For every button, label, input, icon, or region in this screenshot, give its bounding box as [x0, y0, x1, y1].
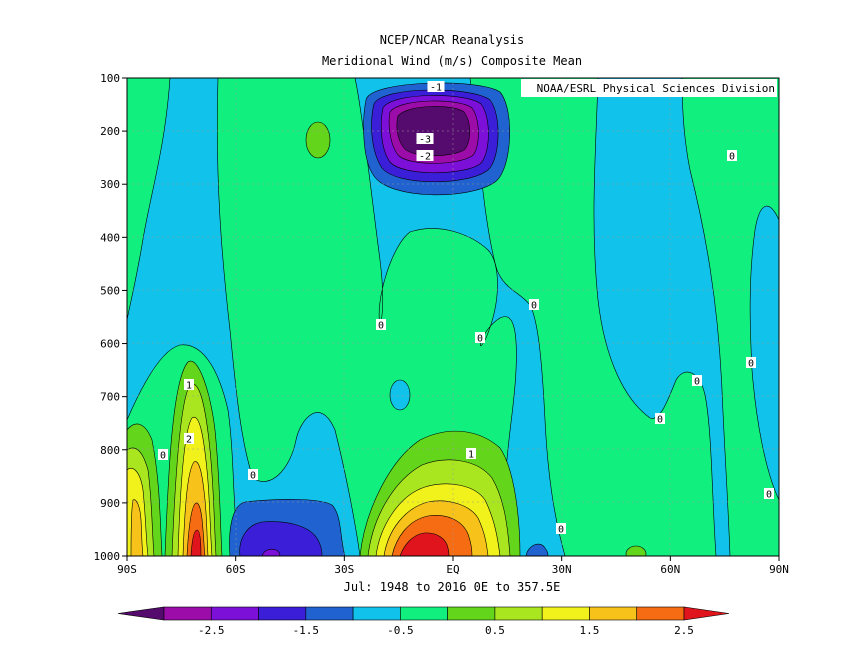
colorbar-label: 1.5	[580, 624, 600, 637]
svg-text:2: 2	[186, 435, 192, 446]
x-tick-label: 60N	[660, 563, 680, 576]
colorbar-label: 0.5	[485, 624, 505, 637]
svg-text:0: 0	[748, 359, 754, 370]
y-tick-label: 800	[100, 444, 120, 457]
colorbar-swatch	[636, 606, 685, 621]
caption: Jul: 1948 to 2016 0E to 357.5E	[344, 580, 561, 594]
colorbar-swatch	[400, 606, 448, 621]
contour-label: 1	[466, 448, 476, 461]
x-tick-label: 30N	[552, 563, 572, 576]
colorbar-swatch	[494, 606, 543, 621]
x-tick-label: 30S	[334, 563, 354, 576]
x-tick-label: 90S	[117, 563, 137, 576]
blob-green-small	[305, 121, 331, 159]
contour-label: 2	[184, 433, 194, 446]
grid-lines	[127, 78, 779, 556]
y-tick-label: 900	[100, 497, 120, 510]
svg-text:0: 0	[378, 321, 384, 332]
contour-label: 1	[184, 379, 194, 392]
hole-blue-small	[389, 379, 411, 411]
y-tick-label: 700	[100, 391, 120, 404]
colorbar-swatch	[258, 606, 307, 621]
x-tick-label: 90N	[769, 563, 789, 576]
positive-pocket-left-peak	[164, 360, 223, 556]
contour-labels: -1-3-2000000000001210	[158, 81, 774, 536]
svg-text:0: 0	[694, 377, 700, 388]
x-tick-label: EQ	[446, 563, 459, 576]
positive-pocket-equator	[359, 430, 521, 556]
svg-text:0: 0	[657, 415, 663, 426]
contour-label: -1	[427, 81, 445, 94]
y-tick-label: 500	[100, 284, 120, 297]
y-tick-label: 1000	[94, 550, 121, 563]
svg-text:0: 0	[531, 301, 537, 312]
colorbar-swatch	[352, 606, 401, 621]
blob-green-bottom	[625, 545, 647, 556]
colorbar-swatch	[589, 606, 638, 621]
y-tick-label: 400	[100, 231, 120, 244]
y-tick-label: 300	[100, 178, 120, 191]
colorbar-label: -0.5	[387, 624, 414, 637]
negative-pocket-lower	[229, 499, 346, 556]
contour-label: 0	[529, 299, 539, 312]
y-tick-label: 200	[100, 125, 120, 138]
credit-box	[521, 79, 777, 97]
colorbar-label: -2.5	[198, 624, 225, 637]
contour-label: -2	[416, 150, 434, 163]
contour-field	[127, 78, 779, 556]
contour-label: 0	[746, 357, 756, 370]
y-axis: 100 200 300 400 500 600 700 800 900 1000	[94, 72, 127, 563]
svg-text:-1: -1	[430, 83, 442, 94]
contour-label: 0	[556, 523, 566, 536]
svg-text:0: 0	[766, 490, 772, 501]
svg-text:1: 1	[468, 450, 474, 461]
colorbar: -2.5 -1.5 -0.5 0.5 1.5 2.5	[117, 606, 730, 637]
chart-title: NCEP/NCAR Reanalysis	[380, 33, 525, 47]
contour-label: 0	[655, 413, 665, 426]
negative-pocket-upper	[363, 82, 510, 196]
contour-label: 0	[692, 375, 702, 388]
credit-text: NOAA/ESRL Physical Sciences Division	[537, 82, 775, 95]
colorbar-swatch	[210, 606, 259, 621]
colorbar-swatch	[447, 606, 496, 621]
colorbar-swatch	[541, 606, 590, 621]
svg-text:0: 0	[250, 471, 256, 482]
x-axis: 90S 60S 30S EQ 30N 60N 90N	[117, 556, 789, 576]
svg-text:-2: -2	[419, 152, 431, 163]
svg-text:0: 0	[729, 152, 735, 163]
contour-label: 0	[764, 488, 774, 501]
chart-subtitle: Meridional Wind (m/s) Composite Mean	[322, 54, 582, 68]
positive-pocket-left	[127, 423, 163, 556]
region-green-right	[469, 78, 717, 556]
svg-text:-3: -3	[419, 135, 431, 146]
colorbar-label: 2.5	[674, 624, 694, 637]
contour-label: 0	[376, 319, 386, 332]
svg-text:1: 1	[186, 381, 192, 392]
y-tick-label: 600	[100, 338, 120, 351]
svg-text:0: 0	[477, 334, 483, 345]
svg-text:0: 0	[160, 451, 166, 462]
colorbar-high-arrow	[683, 606, 730, 621]
x-tick-label: 60S	[226, 563, 246, 576]
y-tick-label: 100	[100, 72, 120, 85]
contour-label: 0	[158, 449, 168, 462]
contour-label: 0	[475, 332, 485, 345]
colorbar-label: -1.5	[293, 624, 320, 637]
negative-pocket-small	[525, 543, 549, 556]
region-green-left	[127, 78, 171, 321]
colorbar-swatch	[305, 606, 354, 621]
contour-label: 0	[727, 150, 737, 163]
colorbar-low-arrow	[117, 606, 165, 621]
contour-label: 0	[248, 469, 258, 482]
contour-label: -3	[416, 133, 434, 146]
colorbar-swatch	[163, 606, 212, 621]
svg-text:0: 0	[558, 525, 564, 536]
